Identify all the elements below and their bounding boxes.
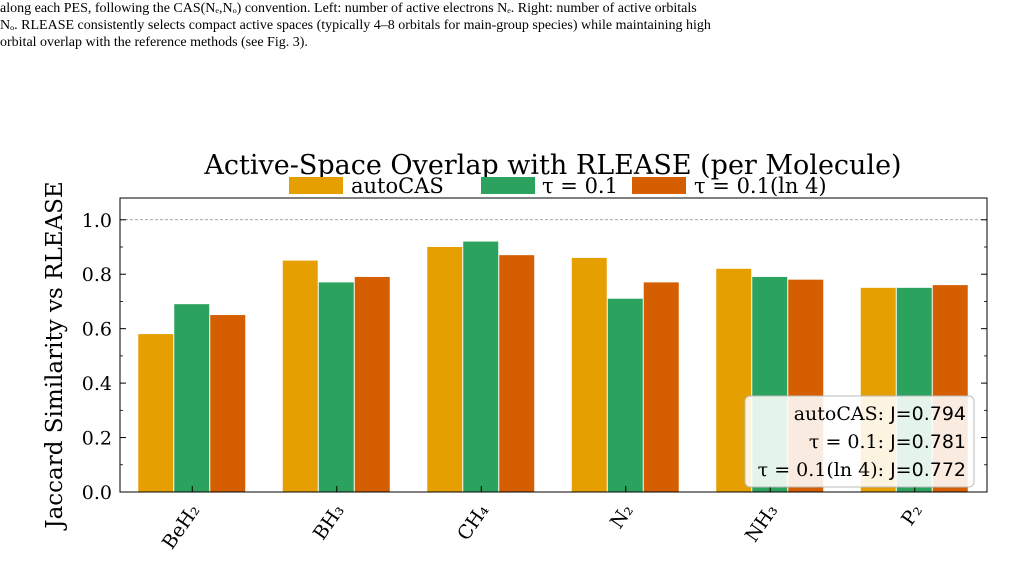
legend-swatch-2	[481, 177, 535, 194]
y-tick-label: 1.0	[82, 210, 112, 232]
bar-2-3	[463, 241, 499, 492]
y-tick-label: 0.2	[82, 428, 112, 450]
legend-swatch-1	[289, 177, 343, 194]
legend-label-1: autoCAS	[351, 174, 444, 198]
bar-1-2	[282, 260, 318, 492]
chart-title: Active-Space Overlap with RLEASE (per Mo…	[203, 150, 901, 181]
x-tick-label: BeH₂	[158, 500, 204, 553]
annotation-line-1: autoCAS: J=0.794	[794, 403, 966, 425]
x-tick-label: CH₄	[453, 500, 493, 545]
x-tick-label: N₂	[606, 500, 638, 532]
bar-1-3	[427, 247, 463, 492]
bar-1-1	[138, 334, 174, 492]
legend-swatch-3	[632, 177, 686, 194]
bar-2-4	[607, 298, 643, 492]
bar-3-2	[354, 276, 390, 492]
bar-3-1	[210, 315, 246, 492]
caption-line-1: along each PES, following the CAS(Nₑ,Nₒ)…	[0, 1, 697, 16]
annotation-box	[744, 395, 975, 488]
annotation-line-2: τ = 0.1: J=0.781	[809, 431, 966, 453]
bar-2-2	[318, 282, 354, 492]
x-tick-label: NH₃	[741, 500, 782, 546]
annotation-label: τ = 0.1:	[809, 431, 890, 453]
bar-2-1	[174, 304, 210, 492]
bar-3-3	[499, 255, 535, 492]
y-tick-label: 0.4	[82, 373, 112, 395]
caption-line-3: orbital overlap with the reference metho…	[0, 35, 308, 50]
summary-annotation: autoCAS: J=0.794 τ = 0.1: J=0.781 τ = 0.1(…	[744, 395, 975, 488]
bar-3-4	[643, 282, 679, 492]
legend-label-2: τ = 0.1	[542, 174, 618, 198]
annotation-value: J=0.781	[889, 431, 966, 453]
annotation-value: J=0.794	[889, 403, 966, 425]
figure-caption: along each PES, following the CAS(Nₑ,Nₒ)…	[0, 0, 1028, 51]
legend-label-3: τ = 0.1(ln 4)	[694, 174, 827, 198]
annotation-value: J=0.772	[889, 459, 966, 481]
y-tick-label: 0.8	[82, 264, 112, 286]
x-tick-label: BH₃	[309, 500, 349, 544]
legend: autoCAS τ = 0.1 τ = 0.1(ln 4)	[289, 174, 827, 198]
annotation-line-3: τ = 0.1(ln 4): J=0.772	[758, 459, 966, 481]
caption-line-2: Nₒ. RLEASE consistently selects compact …	[0, 18, 711, 33]
y-tick-label: 0.0	[82, 482, 112, 504]
annotation-label: τ = 0.1(ln 4):	[758, 459, 890, 481]
plot-area: 0.0 0.2 0.4 0.6 0.8 1.0 BeH₂ BH₃ CH₄ N₂ NH₃ P₂	[82, 197, 988, 553]
annotation-label: autoCAS:	[794, 403, 890, 425]
axes-frame	[119, 197, 988, 493]
y-tick-label: 0.6	[82, 319, 112, 341]
bar-1-4	[571, 257, 607, 492]
x-tick-label: P₂	[897, 500, 927, 529]
y-axis-label: Jaccard Similarity vs RLEASE	[42, 181, 68, 530]
